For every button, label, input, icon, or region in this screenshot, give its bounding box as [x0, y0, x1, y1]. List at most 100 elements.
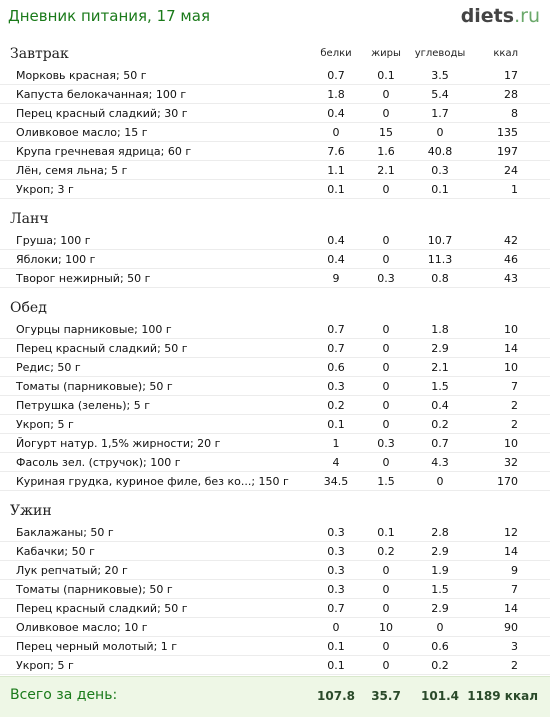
food-row[interactable]: Баклажаны; 50 г 0.3 0.1 2.8 12	[0, 523, 550, 542]
food-name[interactable]: Капуста белокачанная; 100 г	[16, 88, 187, 101]
food-row[interactable]: Укроп; 5 г 0.1 0 0.2 2	[0, 415, 550, 434]
food-row[interactable]: Груша; 100 г 0.4 0 10.7 42	[0, 231, 550, 250]
food-name[interactable]: Йогурт натур. 1,5% жирности; 20 г	[16, 437, 221, 450]
meal-header: Ланч	[0, 207, 550, 231]
food-carbs: 1.5	[431, 583, 449, 596]
food-row[interactable]: Лён, семя льна; 5 г 1.1 2.1 0.3 24	[0, 161, 550, 180]
food-fat: 0	[382, 107, 390, 120]
food-kcal: 197	[497, 145, 518, 158]
site-logo[interactable]: diets.ru	[461, 5, 540, 27]
food-name[interactable]: Перец красный сладкий; 30 г	[16, 107, 188, 120]
food-name[interactable]: Огурцы парниковые; 100 г	[16, 323, 172, 336]
diary-table: Завтрак белки жиры углеводы ккал Морковь крас…	[0, 42, 550, 713]
food-carbs: 1.7	[431, 107, 449, 120]
col-protein-header: белки	[320, 48, 352, 59]
food-name[interactable]: Перец красный сладкий; 50 г	[16, 342, 188, 355]
food-fat: 0	[382, 234, 390, 247]
food-kcal: 10	[504, 323, 518, 336]
food-name[interactable]: Груша; 100 г	[16, 234, 91, 247]
food-name[interactable]: Морковь красная; 50 г	[16, 69, 147, 82]
food-row[interactable]: Капуста белокачанная; 100 г 1.8 0 5.4 28	[0, 85, 550, 104]
food-name[interactable]: Оливковое масло; 15 г	[16, 126, 148, 139]
food-name[interactable]: Укроп; 5 г	[16, 659, 74, 672]
food-row[interactable]: Перец красный сладкий; 50 г 0.7 0 2.9 14	[0, 599, 550, 618]
food-name[interactable]: Фасоль зел. (стручок); 100 г	[16, 456, 181, 469]
food-kcal: 2	[511, 418, 518, 431]
meal-spacer	[0, 199, 550, 207]
food-kcal: 9	[511, 564, 518, 577]
daily-totals: Всего за день: 107.8 35.7 101.4 1189 кка…	[0, 676, 550, 717]
food-row[interactable]: Оливковое масло; 15 г 0 15 0 135	[0, 123, 550, 142]
food-protein: 0.4	[327, 107, 345, 120]
meal-header: Завтрак белки жиры углеводы ккал	[0, 42, 550, 66]
food-row[interactable]: Морковь красная; 50 г 0.7 0.1 3.5 17	[0, 66, 550, 85]
food-fat: 10	[379, 621, 393, 634]
food-carbs: 4.3	[431, 456, 449, 469]
food-carbs: 0.4	[431, 399, 449, 412]
food-row[interactable]: Томаты (парниковые); 50 г 0.3 0 1.5 7	[0, 580, 550, 599]
food-row[interactable]: Лук репчатый; 20 г 0.3 0 1.9 9	[0, 561, 550, 580]
food-carbs: 0.1	[431, 183, 449, 196]
food-name[interactable]: Петрушка (зелень); 5 г	[16, 399, 151, 412]
food-name[interactable]: Перец черный молотый; 1 г	[16, 640, 178, 653]
page-header: Дневник питания, 17 мая diets.ru	[0, 0, 550, 36]
food-name[interactable]: Крупа гречневая ядрица; 60 г	[16, 145, 192, 158]
food-name[interactable]: Перец красный сладкий; 50 г	[16, 602, 188, 615]
food-protein: 0.7	[327, 69, 345, 82]
food-row[interactable]: Укроп; 3 г 0.1 0 0.1 1	[0, 180, 550, 199]
food-carbs: 0	[436, 126, 444, 139]
food-row[interactable]: Петрушка (зелень); 5 г 0.2 0 0.4 2	[0, 396, 550, 415]
food-name[interactable]: Редис; 50 г	[16, 361, 81, 374]
food-row[interactable]: Перец красный сладкий; 50 г 0.7 0 2.9 14	[0, 339, 550, 358]
food-name[interactable]: Томаты (парниковые); 50 г	[16, 583, 173, 596]
food-row[interactable]: Йогурт натур. 1,5% жирности; 20 г 1 0.3 0.7…	[0, 434, 550, 453]
col-carbs-header: углеводы	[414, 48, 466, 59]
food-name[interactable]: Кабачки; 50 г	[16, 545, 95, 558]
food-name[interactable]: Лён, семя льна; 5 г	[16, 164, 128, 177]
food-carbs: 0.2	[431, 418, 449, 431]
food-row[interactable]: Фасоль зел. (стручок); 100 г 4 0 4.3 32	[0, 453, 550, 472]
totals-kcal: 1189 ккал	[467, 689, 538, 703]
food-carbs: 2.9	[431, 545, 449, 558]
food-kcal: 14	[504, 545, 518, 558]
food-protein: 0.1	[327, 183, 345, 196]
food-carbs: 0.6	[431, 640, 449, 653]
food-name[interactable]: Томаты (парниковые); 50 г	[16, 380, 173, 393]
food-name[interactable]: Лук репчатый; 20 г	[16, 564, 128, 577]
food-name[interactable]: Баклажаны; 50 г	[16, 526, 114, 539]
food-row[interactable]: Творог нежирный; 50 г 9 0.3 0.8 43	[0, 269, 550, 288]
food-protein: 4	[332, 456, 340, 469]
food-row[interactable]: Оливковое масло; 10 г 0 10 0 90	[0, 618, 550, 637]
food-fat: 0	[382, 342, 390, 355]
food-row[interactable]: Укроп; 5 г 0.1 0 0.2 2	[0, 656, 550, 675]
food-name[interactable]: Яблоки; 100 г	[16, 253, 96, 266]
food-kcal: 28	[504, 88, 518, 101]
food-protein: 0	[332, 621, 340, 634]
food-kcal: 170	[497, 475, 518, 488]
food-fat: 0	[382, 418, 390, 431]
food-row[interactable]: Куриная грудка, куриное филе, без ко...;…	[0, 472, 550, 491]
food-fat: 0.2	[377, 545, 395, 558]
food-protein: 0.2	[327, 399, 345, 412]
food-protein: 0.7	[327, 323, 345, 336]
totals-protein: 107.8	[317, 689, 355, 703]
food-row[interactable]: Кабачки; 50 г 0.3 0.2 2.9 14	[0, 542, 550, 561]
food-row[interactable]: Перец черный молотый; 1 г 0.1 0 0.6 3	[0, 637, 550, 656]
food-name[interactable]: Куриная грудка, куриное филе, без ко...;…	[16, 475, 289, 488]
food-row[interactable]: Перец красный сладкий; 30 г 0.4 0 1.7 8	[0, 104, 550, 123]
food-protein: 0.6	[327, 361, 345, 374]
food-fat: 0	[382, 640, 390, 653]
food-name[interactable]: Укроп; 5 г	[16, 418, 74, 431]
food-row[interactable]: Яблоки; 100 г 0.4 0 11.3 46	[0, 250, 550, 269]
food-carbs: 0.3	[431, 164, 449, 177]
food-name[interactable]: Оливковое масло; 10 г	[16, 621, 148, 634]
food-name[interactable]: Укроп; 3 г	[16, 183, 74, 196]
food-row[interactable]: Огурцы парниковые; 100 г 0.7 0 1.8 10	[0, 320, 550, 339]
food-carbs: 2.9	[431, 342, 449, 355]
food-fat: 0	[382, 399, 390, 412]
food-kcal: 46	[504, 253, 518, 266]
food-row[interactable]: Редис; 50 г 0.6 0 2.1 10	[0, 358, 550, 377]
food-row[interactable]: Крупа гречневая ядрица; 60 г 7.6 1.6 40.8 19…	[0, 142, 550, 161]
food-name[interactable]: Творог нежирный; 50 г	[16, 272, 151, 285]
food-row[interactable]: Томаты (парниковые); 50 г 0.3 0 1.5 7	[0, 377, 550, 396]
